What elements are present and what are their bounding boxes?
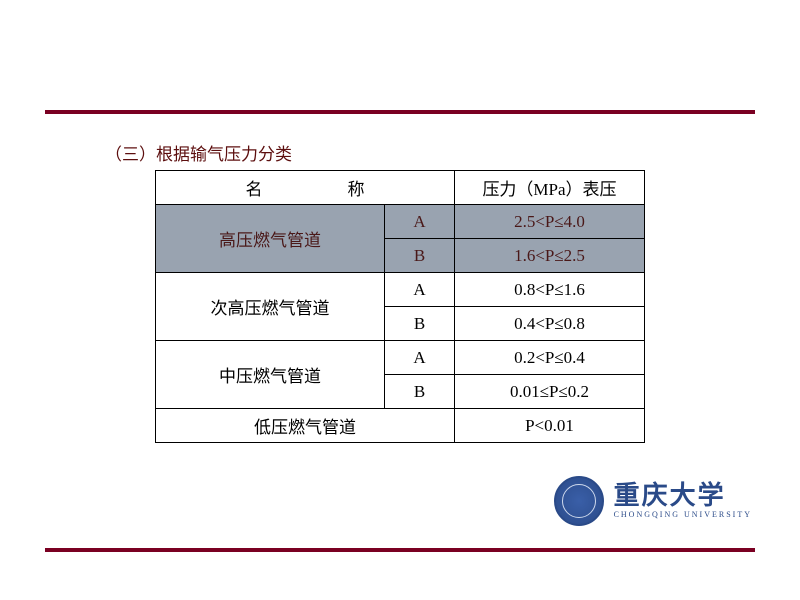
table-row: 次高压燃气管道 A 0.8<P≤1.6 <box>156 273 645 307</box>
table-row: 低压燃气管道 P<0.01 <box>156 409 645 443</box>
top-rule <box>45 110 755 114</box>
header-pressure: 压力（MPa）表压 <box>455 171 645 205</box>
pressure-cell: 0.4<P≤0.8 <box>455 307 645 341</box>
table-row: 高压燃气管道 A 2.5<P≤4.0 <box>156 205 645 239</box>
pressure-table-wrap: 名 称 压力（MPa）表压 高压燃气管道 A 2.5<P≤4.0 B 1.6<P… <box>155 170 645 443</box>
university-name-en: CHONGQING UNIVERSITY <box>614 511 752 520</box>
section-heading: （三）根据输气压力分类 <box>105 140 292 165</box>
university-name-cn: 重庆大学 <box>614 482 752 511</box>
university-logo: 重庆大学 CHONGQING UNIVERSITY <box>554 476 752 526</box>
pressure-table: 名 称 压力（MPa）表压 高压燃气管道 A 2.5<P≤4.0 B 1.6<P… <box>155 170 645 443</box>
cat-subhigh: 次高压燃气管道 <box>156 273 385 341</box>
pressure-cell: 2.5<P≤4.0 <box>455 205 645 239</box>
table-header-row: 名 称 压力（MPa）表压 <box>156 171 645 205</box>
sub-cell: A <box>385 205 455 239</box>
table-row: 中压燃气管道 A 0.2<P≤0.4 <box>156 341 645 375</box>
pressure-cell: 0.8<P≤1.6 <box>455 273 645 307</box>
university-text: 重庆大学 CHONGQING UNIVERSITY <box>614 482 752 519</box>
sub-cell: B <box>385 307 455 341</box>
header-name: 名 称 <box>156 171 455 205</box>
sub-cell: B <box>385 239 455 273</box>
sub-cell: A <box>385 341 455 375</box>
cat-high: 高压燃气管道 <box>156 205 385 273</box>
bottom-rule <box>45 548 755 552</box>
cat-mid: 中压燃气管道 <box>156 341 385 409</box>
pressure-cell: 0.2<P≤0.4 <box>455 341 645 375</box>
pressure-cell: P<0.01 <box>455 409 645 443</box>
university-seal-icon <box>554 476 604 526</box>
sub-cell: B <box>385 375 455 409</box>
pressure-cell: 1.6<P≤2.5 <box>455 239 645 273</box>
sub-cell: A <box>385 273 455 307</box>
cat-low: 低压燃气管道 <box>156 409 455 443</box>
pressure-cell: 0.01≤P≤0.2 <box>455 375 645 409</box>
